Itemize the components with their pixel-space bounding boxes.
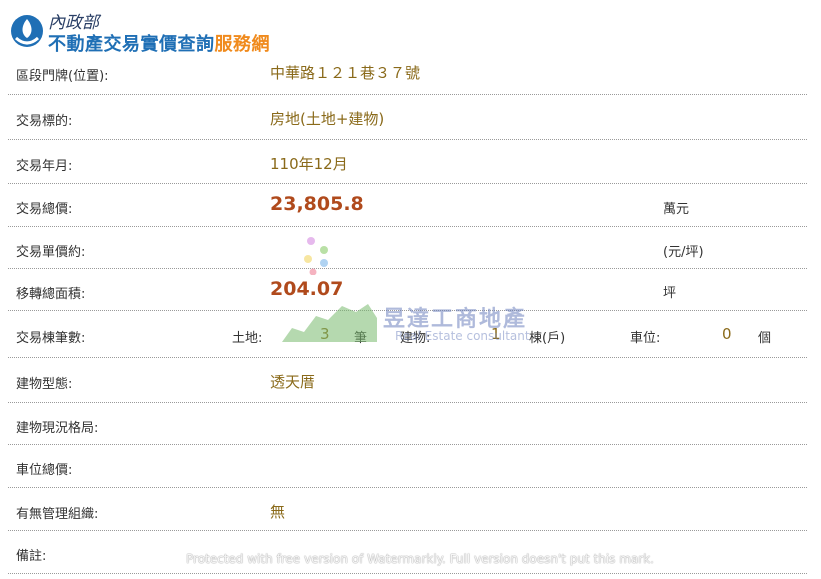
parking-count: 0 (722, 325, 732, 343)
watermark-brand: 昱達工商地產 (383, 307, 528, 332)
row-target: 交易標的: 房地(土地+建物) (8, 95, 807, 140)
address-value: 中華路１２１巷３７號 (270, 64, 421, 82)
row-label: 備註: (16, 549, 47, 564)
management-value: 無 (270, 503, 286, 521)
building-type-value: 透天厝 (270, 373, 316, 391)
unit-price-unit: (元/坪) (663, 245, 704, 260)
parking-label: 車位: (630, 331, 661, 346)
row-label: 建物型態: (16, 377, 73, 392)
watermark-brand-sub: Real Estate consultant (395, 329, 530, 343)
row-notes: 備註: (8, 531, 807, 574)
date-value: 110年12月 (270, 155, 348, 173)
site-title-suffix: 服務網 (214, 34, 270, 55)
transaction-detail-table: 區段門牌(位置): 中華路１２１巷３７號 交易標的: 房地(土地+建物) 交易年… (8, 51, 807, 574)
row-label: 建物現況格局: (16, 421, 99, 436)
row-label: 有無管理組織: (16, 507, 99, 522)
row-management: 有無管理組織: 無 (8, 488, 807, 531)
area-value: 204.07 (270, 278, 344, 300)
site-title-main: 不動產交易實價查詢 (48, 34, 215, 55)
row-label: 移轉總面積: (16, 287, 86, 302)
row-area: 移轉總面積: 204.07 坪 (8, 269, 807, 311)
row-address: 區段門牌(位置): 中華路１２１巷３７號 (8, 51, 807, 95)
row-building-type: 建物型態: 透天厝 (8, 358, 807, 403)
row-label: 交易標的: (16, 114, 73, 129)
row-parking-price: 車位總價: (8, 445, 807, 488)
watermark-notice: Protected with free version of Watermark… (186, 552, 654, 566)
building-unit: 棟(戶) (529, 331, 566, 346)
total-price-unit: 萬元 (663, 202, 690, 217)
site-title[interactable]: 不動產交易實價查詢服務網 (48, 30, 270, 56)
watermark-hill-icon (282, 304, 377, 342)
ministry-name: 內政部 (48, 13, 99, 33)
row-label: 交易總價: (16, 202, 73, 217)
row-date: 交易年月: 110年12月 (8, 140, 807, 184)
area-unit: 坪 (663, 286, 677, 301)
land-label: 土地: (232, 331, 263, 346)
watermark-dots-icon (304, 237, 328, 275)
row-layout: 建物現況格局: (8, 403, 807, 445)
row-unit-price: 交易單價約: (元/坪) (8, 227, 807, 269)
target-value: 房地(土地+建物) (270, 110, 385, 128)
building-label: 建物: (400, 331, 431, 346)
ministry-logo-icon (11, 15, 43, 47)
row-label: 交易年月: (16, 159, 73, 174)
row-total-price: 交易總價: 23,805.8 萬元 (8, 184, 807, 227)
row-label: 車位總價: (16, 463, 73, 478)
parking-unit: 個 (758, 331, 772, 346)
row-label: 區段門牌(位置): (16, 69, 109, 84)
total-price-value: 23,805.8 (270, 193, 364, 215)
row-label: 交易棟筆數: (16, 331, 86, 346)
site-header: 內政部 不動產交易實價查詢服務網 (8, 6, 408, 56)
building-count: 1 (491, 325, 501, 343)
row-label: 交易單價約: (16, 245, 86, 260)
row-counts: 交易棟筆數: 土地: 3 筆 建物: 1 棟(戶) 車位: 0 個 (8, 311, 807, 358)
